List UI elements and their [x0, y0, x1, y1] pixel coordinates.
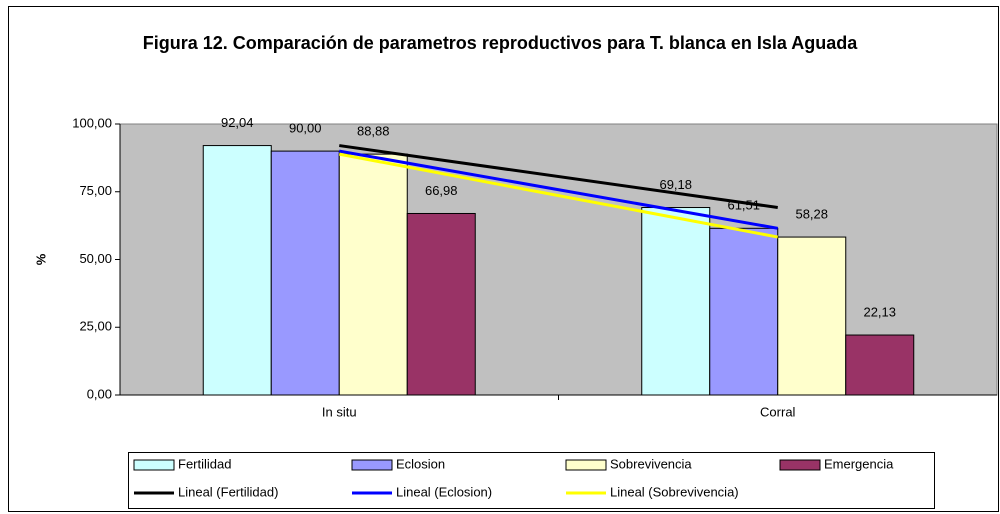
y-tick-label: 0,00 — [87, 386, 112, 401]
y-tick-label: 50,00 — [79, 251, 112, 266]
data-label: 69,18 — [659, 177, 692, 192]
legend-swatch — [779, 459, 821, 471]
bar — [641, 207, 711, 396]
legend-label: Sobrevivencia — [610, 456, 692, 471]
bar — [202, 145, 272, 396]
legend-label: Fertilidad — [178, 456, 231, 471]
legend-swatch — [351, 459, 393, 471]
data-label: 22,13 — [863, 304, 896, 319]
bar — [777, 236, 847, 396]
legend-swatch — [565, 459, 607, 471]
trendline — [339, 144, 778, 210]
chart-title: Figura 12. Comparación de parametros rep… — [142, 33, 858, 53]
data-label: 66,98 — [425, 183, 458, 198]
data-label: 88,88 — [357, 124, 390, 139]
data-label: 58,28 — [795, 206, 828, 221]
trendline — [338, 152, 779, 239]
legend-label: Emergencia — [824, 456, 894, 471]
y-tick-label: 25,00 — [79, 319, 112, 334]
legend-label: Lineal (Eclosion) — [396, 484, 492, 499]
y-tick-label: 75,00 — [79, 183, 112, 198]
bar — [406, 212, 476, 396]
bar — [338, 153, 408, 396]
legend-swatch — [133, 459, 175, 471]
bar — [270, 150, 340, 396]
data-label: 92,04 — [221, 115, 254, 130]
y-axis-label: % — [33, 253, 48, 265]
bar — [709, 227, 779, 396]
legend-label: Lineal (Sobrevivencia) — [610, 484, 739, 499]
trendline — [338, 149, 779, 230]
legend-label: Eclosion — [396, 456, 445, 471]
legend-label: Lineal (Fertilidad) — [178, 484, 278, 499]
y-tick-label: 100,00 — [72, 115, 112, 130]
bar — [845, 334, 915, 396]
x-tick-label: In situ — [322, 404, 357, 419]
x-tick-label: Corral — [760, 404, 796, 419]
data-label: 90,00 — [289, 121, 322, 136]
